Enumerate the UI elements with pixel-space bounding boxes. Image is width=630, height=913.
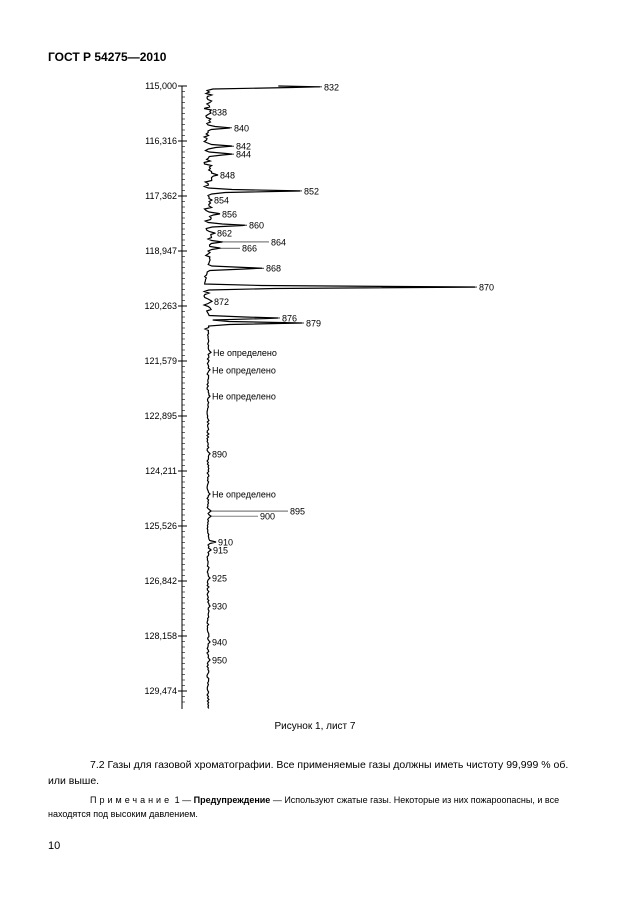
peak-label: 879 — [306, 319, 321, 329]
page-number: 10 — [48, 840, 61, 852]
peak-label: 844 — [236, 150, 251, 160]
peak-label: 862 — [217, 229, 232, 239]
peak-label: 866 — [242, 244, 257, 254]
peak-label: 868 — [266, 264, 281, 274]
note-warning: Предупреждение — [193, 795, 271, 805]
peak-label: 854 — [214, 196, 229, 206]
peak-label: 832 — [324, 82, 339, 92]
chromatogram-chart: 115,000 116,316 117,362 118,947 120,263 121,5… — [144, 81, 494, 709]
peak-label: 870 — [479, 283, 494, 293]
peak-label: 895 — [290, 507, 305, 517]
peak-label: Не определено — [212, 392, 276, 402]
peak-label: 864 — [271, 237, 286, 247]
peak-label: 860 — [249, 221, 264, 231]
note-label: Примечание — [90, 795, 173, 805]
tick-label: 125,526 — [144, 521, 177, 531]
peak-label: 950 — [212, 655, 227, 665]
peak-label: 940 — [212, 637, 227, 647]
peak-label: Не определено — [212, 489, 276, 499]
tick-label: 124,211 — [145, 466, 177, 476]
peak-label: Не определено — [212, 365, 276, 375]
peak-label: 900 — [260, 512, 275, 522]
peak-label: 840 — [234, 123, 249, 133]
peak-label: 930 — [212, 601, 227, 611]
peak-label: Не определено — [213, 348, 277, 358]
note-paragraph: Примечание 1 — Предупреждение — Использу… — [48, 793, 588, 821]
tick-label: 129,474 — [144, 686, 177, 696]
peak-label: 852 — [304, 186, 319, 196]
note-number: 1 — — [172, 795, 194, 805]
peak-label: 890 — [212, 449, 227, 459]
tick-label: 128,158 — [144, 631, 177, 641]
peak-label: 876 — [282, 313, 297, 323]
tick-label: 122,895 — [144, 411, 177, 421]
peak-label: 842 — [236, 142, 251, 152]
tick-label: 118,947 — [145, 246, 177, 256]
peak-label: 848 — [220, 171, 235, 181]
tick-label: 126,842 — [144, 576, 177, 586]
peak-label: 838 — [212, 107, 227, 117]
paragraph-7-2: 7.2 Газы для газовой хроматографии. Все … — [48, 759, 569, 787]
tick-label: 120,263 — [144, 301, 177, 311]
tick-label: 117,362 — [145, 191, 177, 201]
peak-label: 925 — [212, 573, 227, 583]
peak-label: 915 — [213, 545, 228, 555]
peak-label: 910 — [218, 538, 233, 548]
chromatogram-trace — [202, 85, 476, 709]
figure-caption: Рисунок 1, лист 7 — [274, 721, 356, 732]
peak-label: 856 — [222, 209, 237, 219]
peak-label: 872 — [214, 297, 229, 307]
tick-label: 115,000 — [145, 81, 177, 91]
tick-label: 121,579 — [144, 356, 177, 366]
document-header: ГОСТ Р 54275—2010 — [48, 50, 167, 64]
tick-label: 116,316 — [145, 136, 177, 146]
note-text: — Используют сжатые газы. Некоторые из н… — [48, 795, 560, 819]
